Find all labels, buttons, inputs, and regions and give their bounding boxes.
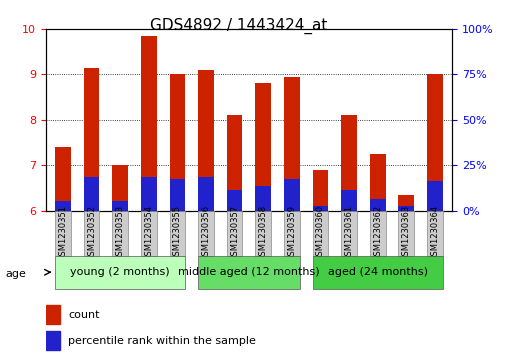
Bar (170, 179, 185, 211)
Text: young (2 months): young (2 months) (70, 267, 170, 277)
Text: percentile rank within the sample: percentile rank within the sample (68, 336, 256, 346)
Bar (46, 305, 60, 324)
Bar (112, 201, 128, 211)
Text: GSM1230352: GSM1230352 (87, 205, 96, 261)
FancyBboxPatch shape (84, 211, 100, 256)
Bar (256, 185, 271, 211)
FancyBboxPatch shape (55, 211, 71, 256)
Bar (341, 190, 357, 211)
Text: GSM1230360: GSM1230360 (316, 205, 325, 261)
Text: GSM1230358: GSM1230358 (259, 205, 268, 261)
FancyBboxPatch shape (198, 211, 214, 256)
FancyBboxPatch shape (370, 211, 386, 256)
Text: GSM1230359: GSM1230359 (288, 205, 296, 261)
Text: GSM1230353: GSM1230353 (116, 205, 124, 261)
Bar (227, 190, 242, 211)
Bar (141, 36, 156, 211)
Text: GSM1230363: GSM1230363 (402, 205, 411, 261)
Bar (198, 70, 214, 211)
Bar (312, 170, 328, 211)
Text: count: count (68, 310, 100, 319)
Bar (170, 74, 185, 211)
Text: GSM1230364: GSM1230364 (430, 205, 439, 261)
Bar (55, 147, 71, 211)
FancyBboxPatch shape (312, 256, 443, 289)
FancyBboxPatch shape (284, 211, 300, 256)
Bar (227, 115, 242, 211)
FancyBboxPatch shape (198, 256, 300, 289)
Bar (370, 199, 386, 211)
Bar (341, 115, 357, 211)
Bar (84, 68, 100, 211)
FancyBboxPatch shape (55, 256, 185, 289)
Text: age: age (5, 269, 26, 279)
Text: aged (24 months): aged (24 months) (328, 267, 428, 277)
Bar (427, 74, 443, 211)
Bar (284, 179, 300, 211)
Text: GSM1230362: GSM1230362 (373, 205, 382, 261)
FancyBboxPatch shape (312, 211, 328, 256)
FancyBboxPatch shape (170, 211, 185, 256)
Bar (141, 176, 156, 211)
Bar (198, 176, 214, 211)
FancyBboxPatch shape (256, 211, 271, 256)
Text: GSM1230361: GSM1230361 (344, 205, 354, 261)
Text: GSM1230356: GSM1230356 (202, 205, 210, 261)
Text: GSM1230357: GSM1230357 (230, 205, 239, 261)
FancyBboxPatch shape (112, 211, 128, 256)
Text: GSM1230354: GSM1230354 (144, 205, 153, 261)
Bar (398, 195, 414, 211)
Text: GSM1230351: GSM1230351 (58, 205, 68, 261)
Bar (312, 206, 328, 211)
FancyBboxPatch shape (227, 211, 242, 256)
FancyBboxPatch shape (427, 211, 443, 256)
Text: GDS4892 / 1443424_at: GDS4892 / 1443424_at (150, 18, 328, 34)
FancyBboxPatch shape (398, 211, 414, 256)
FancyBboxPatch shape (341, 211, 357, 256)
Bar (256, 83, 271, 211)
Bar (427, 181, 443, 211)
Bar (55, 201, 71, 211)
Bar (112, 165, 128, 211)
Bar (284, 77, 300, 211)
Bar (398, 206, 414, 211)
Bar (370, 154, 386, 211)
FancyBboxPatch shape (141, 211, 156, 256)
Text: GSM1230355: GSM1230355 (173, 205, 182, 261)
Bar (84, 176, 100, 211)
Text: middle aged (12 months): middle aged (12 months) (178, 267, 320, 277)
Bar (46, 331, 60, 350)
